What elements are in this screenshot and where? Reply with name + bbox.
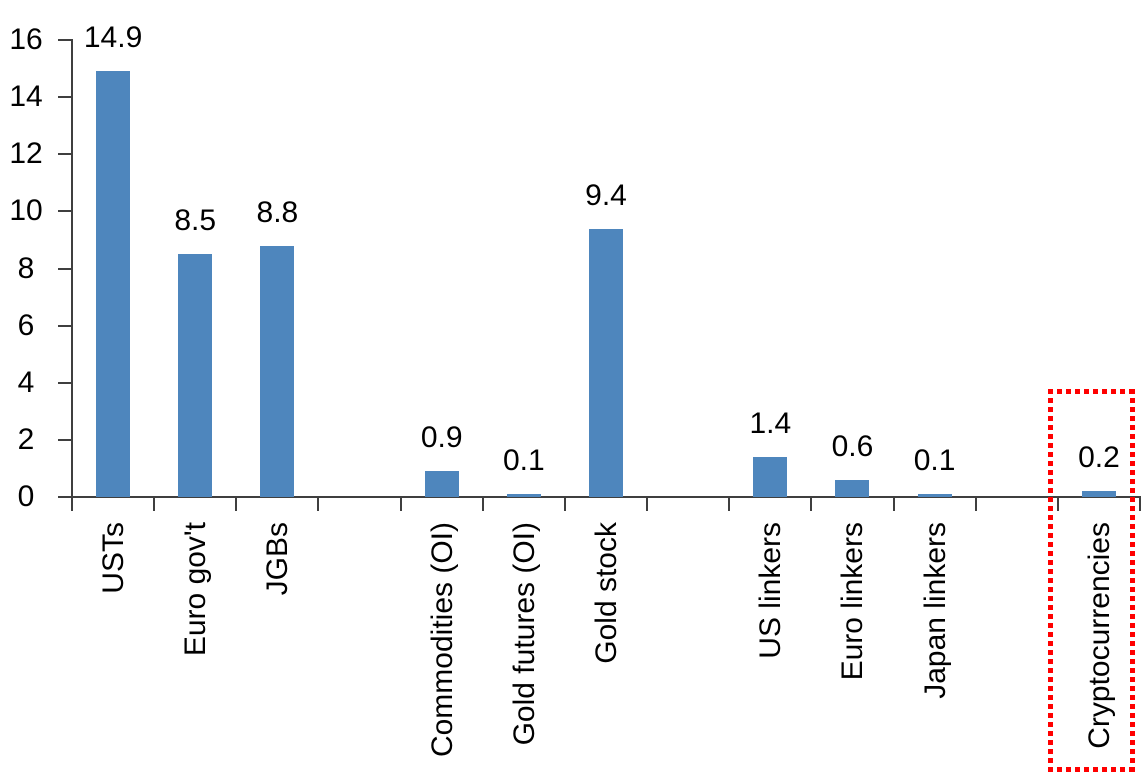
y-axis-tick-label: 2 <box>17 422 35 456</box>
bar-euro-linkers <box>835 479 870 497</box>
category-label: USTs <box>97 522 131 594</box>
highlight-box-edge-bottom <box>1047 767 1135 772</box>
x-axis-tick <box>1056 497 1059 511</box>
highlight-box-edge-top <box>1047 389 1135 394</box>
y-axis-tick <box>58 96 72 99</box>
bar-usts <box>96 71 131 497</box>
y-axis-tick-label: 16 <box>9 23 43 56</box>
bar-value-label: 9.4 <box>585 178 627 212</box>
y-axis-line <box>71 39 73 499</box>
x-axis-tick <box>235 497 238 511</box>
category-label: JGBs <box>261 522 295 596</box>
category-label: Japan linkers <box>918 522 952 699</box>
bar-euro-gov-t <box>178 254 213 497</box>
bar-gold-futures-oi <box>506 494 541 497</box>
category-label: Gold stock <box>590 522 623 664</box>
category-label: Euro linkers <box>836 522 870 681</box>
x-axis-tick <box>1139 497 1141 511</box>
bar-value-label: 1.4 <box>749 407 792 440</box>
bar-jgbs <box>260 245 295 497</box>
x-axis-tick <box>810 497 813 511</box>
x-axis-tick <box>399 497 402 511</box>
x-axis-tick <box>481 497 484 511</box>
y-axis-tick <box>58 267 72 270</box>
x-axis-tick <box>974 497 977 511</box>
y-axis-tick <box>58 496 72 498</box>
y-axis-tick <box>58 153 72 156</box>
bar-value-label: 0.1 <box>502 444 545 478</box>
y-axis-tick-label: 14 <box>9 80 43 114</box>
x-axis-line <box>70 496 1141 498</box>
y-axis-tick <box>58 39 72 41</box>
category-label: US linkers <box>754 522 788 659</box>
y-axis-tick <box>58 210 72 213</box>
bar-value-label: 0.1 <box>913 444 956 478</box>
x-axis-tick <box>71 497 73 511</box>
x-axis-tick <box>563 497 566 511</box>
category-label: Cryptocurrencies <box>1082 522 1116 749</box>
bar-value-label: 0.6 <box>831 429 874 463</box>
y-axis-tick-label: 6 <box>17 308 35 342</box>
y-axis-tick <box>58 381 72 384</box>
bar-us-linkers <box>753 457 788 497</box>
bar-cryptocurrencies <box>1081 491 1116 497</box>
x-axis-tick <box>317 497 320 511</box>
category-label: Euro gov't <box>179 522 213 657</box>
x-axis-tick <box>646 497 649 511</box>
bar-value-label: 8.8 <box>256 195 299 229</box>
x-axis-tick <box>728 497 731 511</box>
x-axis-tick <box>153 497 156 511</box>
x-axis-tick <box>892 497 895 511</box>
y-axis-tick <box>58 438 72 441</box>
bar-value-label: 8.5 <box>174 204 217 238</box>
y-axis-tick-label: 10 <box>9 194 43 228</box>
y-axis-tick <box>58 324 72 327</box>
y-axis-tick-label: 4 <box>17 365 35 399</box>
y-axis-tick-label: 8 <box>17 251 35 285</box>
bar-value-label: 0.2 <box>1078 441 1120 475</box>
bar-commodities-oi <box>424 471 459 497</box>
y-axis-tick-label: 12 <box>9 137 43 171</box>
bar-japan-linkers <box>917 494 952 497</box>
bar-value-label: 0.9 <box>420 421 463 455</box>
category-label: Commodities (OI) <box>425 522 459 758</box>
y-axis-tick-label: 0 <box>17 480 35 513</box>
bar-value-label: 14.9 <box>83 21 143 55</box>
bar-gold-stock <box>589 228 623 497</box>
category-label: Gold futures (OI) <box>507 522 541 746</box>
